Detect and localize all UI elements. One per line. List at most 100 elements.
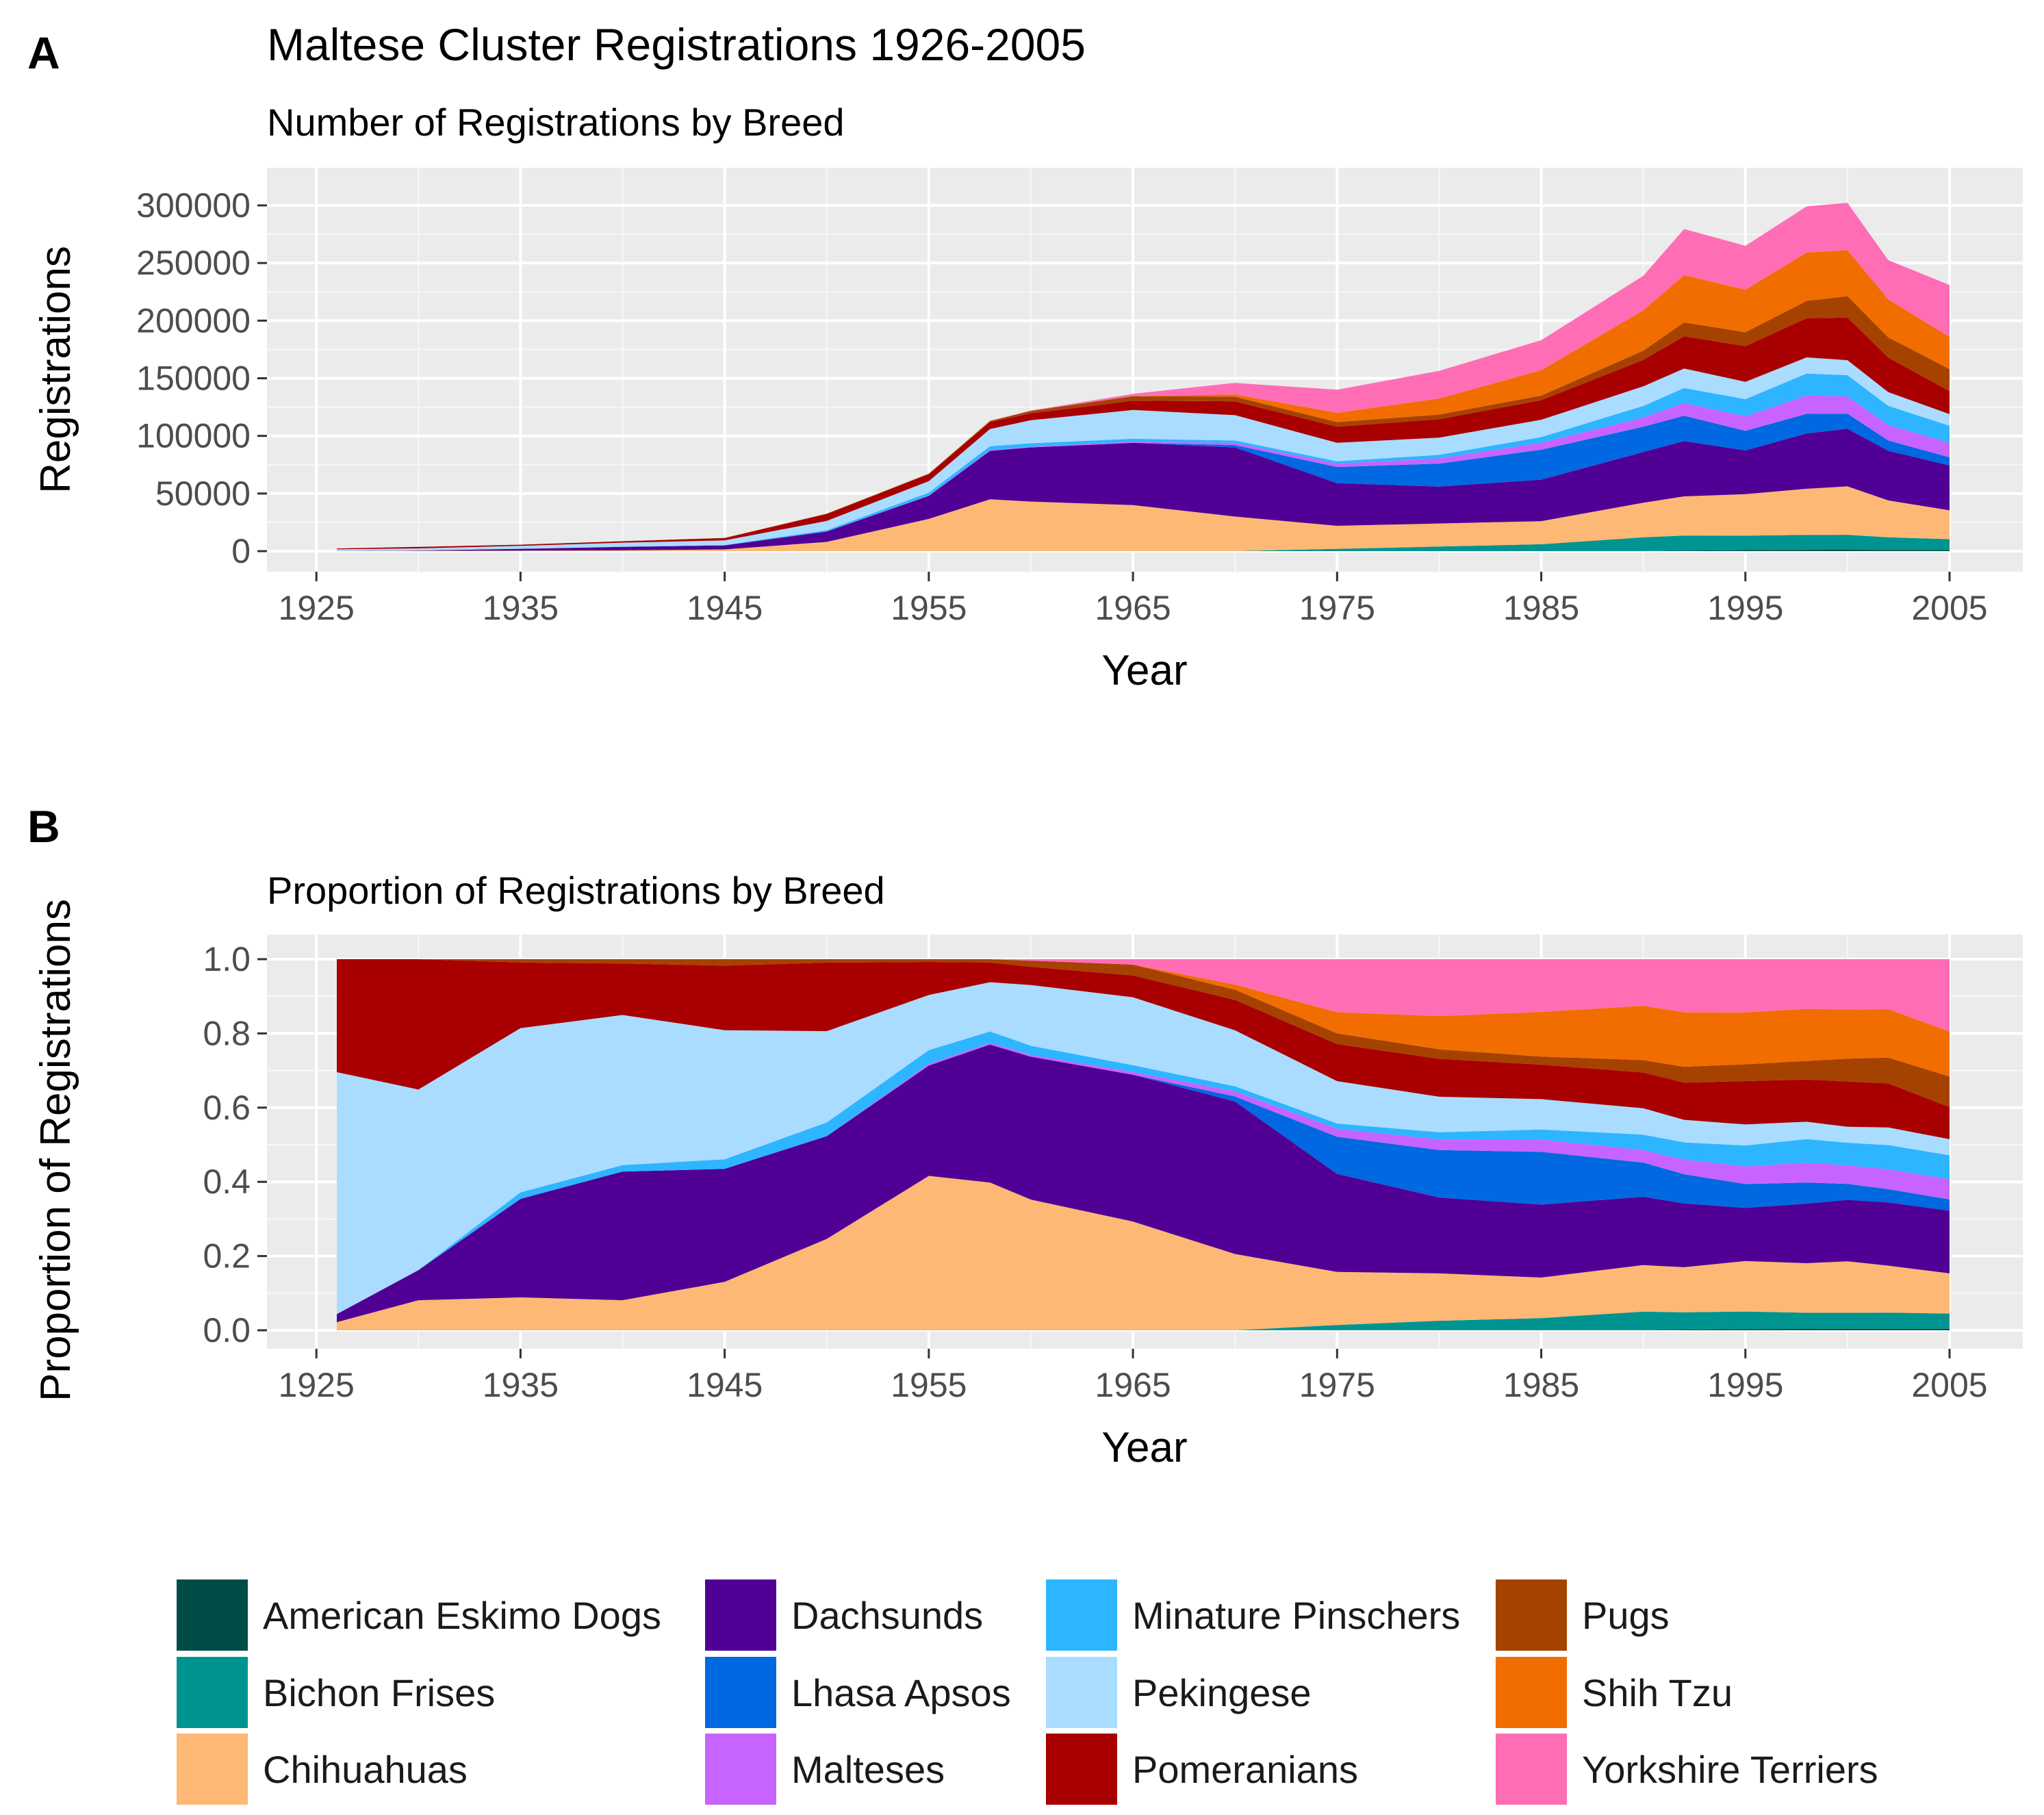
legend-item-minature-pinschers: Minature Pinschers xyxy=(1046,1579,1460,1651)
legend-label: Pomeranians xyxy=(1132,1748,1358,1791)
legend-item-chihuahuas: Chihuahuas xyxy=(177,1734,468,1805)
area-dachsunds xyxy=(337,429,1950,551)
area-lhasa-apsos xyxy=(337,414,1950,551)
x-tick-label: 2005 xyxy=(1911,589,1987,627)
area-chihuahuas xyxy=(337,486,1950,551)
x-tick-label: 1935 xyxy=(483,589,559,627)
x-tick-label: 1925 xyxy=(279,589,355,627)
legend-label: Chihuahuas xyxy=(263,1748,468,1791)
area-pugs xyxy=(337,296,1950,549)
legend-label: Lhasa Apsos xyxy=(791,1671,1011,1714)
y-tick-label: 0 xyxy=(231,532,251,570)
area-chihuahuas xyxy=(337,1176,1950,1330)
legend-swatch xyxy=(705,1579,776,1651)
plot-b-areas xyxy=(337,959,1950,1330)
y-tick-label: 150000 xyxy=(136,359,251,398)
y-tick-label: 250000 xyxy=(136,244,251,282)
panel-b-subtitle: Proportion of Registrations by Breed xyxy=(267,869,885,912)
plot-a-y-ticks: 0 50000 100000 150000 200000 250000 300000 xyxy=(136,186,267,570)
area-pekingese xyxy=(337,982,1950,1315)
y-tick-label: 0.4 xyxy=(203,1163,251,1201)
panel-b: B Proportion of Registrations by Breed 0… xyxy=(27,801,2023,1471)
y-tick-label: 100000 xyxy=(136,417,251,455)
y-tick-label: 0.2 xyxy=(203,1237,251,1275)
y-tick-label: 0.6 xyxy=(203,1089,251,1127)
legend-label: Yorkshire Terriers xyxy=(1582,1748,1878,1791)
legend-item-pugs: Pugs xyxy=(1496,1579,1670,1651)
legend: American Eskimo Dogs Bichon Frises Chihuah… xyxy=(177,1579,1878,1805)
x-tick-label: 2005 xyxy=(1911,1366,1987,1404)
x-tick-label: 1955 xyxy=(891,589,967,627)
x-tick-label: 1995 xyxy=(1707,589,1783,627)
legend-item-pomeranians: Pomeranians xyxy=(1046,1734,1358,1805)
legend-item-yorkshire-terriers: Yorkshire Terriers xyxy=(1496,1734,1878,1805)
legend-label: Minature Pinschers xyxy=(1132,1594,1460,1637)
area-pekingese xyxy=(337,357,1950,551)
legend-label: Pugs xyxy=(1582,1594,1670,1637)
legend-swatch xyxy=(177,1657,248,1728)
area-yorkshire-terriers xyxy=(337,959,1950,1032)
legend-label: American Eskimo Dogs xyxy=(263,1594,661,1637)
x-tick-label: 1975 xyxy=(1299,589,1375,627)
x-tick-label: 1985 xyxy=(1503,1366,1579,1404)
panel-a-letter: A xyxy=(27,27,60,78)
y-tick-label: 0.0 xyxy=(203,1311,251,1349)
panel-a-subtitle: Number of Registrations by Breed xyxy=(267,101,845,144)
legend-label: Dachsunds xyxy=(791,1594,983,1637)
area-pomeranians xyxy=(337,317,1950,550)
legend-item-shih-tzu: Shih Tzu xyxy=(1496,1657,1733,1728)
plot-a-x-ticks: 1925 1935 1945 1955 1965 1975 1985 1995 2005 xyxy=(279,572,1988,627)
legend-swatch xyxy=(1496,1734,1567,1805)
plot-a-areas xyxy=(337,203,1950,551)
area-bichon-frises xyxy=(337,1311,1950,1330)
x-tick-label: 1935 xyxy=(483,1366,559,1404)
legend-swatch xyxy=(1046,1579,1117,1651)
legend-item-pekingese: Pekingese xyxy=(1046,1657,1312,1728)
x-tick-label: 1925 xyxy=(279,1366,355,1404)
area-shih-tzu xyxy=(337,959,1950,1077)
area-shih-tzu xyxy=(337,250,1950,549)
panel-b-x-axis-title: Year xyxy=(1101,1424,1187,1471)
main-title: Maltese Cluster Registrations 1926-2005 xyxy=(267,19,1086,70)
legend-item-lhasa-apsos: Lhasa Apsos xyxy=(705,1657,1011,1728)
y-tick-label: 50000 xyxy=(155,474,251,513)
y-tick-label: 0.8 xyxy=(203,1014,251,1052)
legend-item-dachsunds: Dachsunds xyxy=(705,1579,983,1651)
area-american-eskimo-dogs xyxy=(337,1328,1950,1330)
panel-b-letter: B xyxy=(27,801,60,852)
y-tick-label: 1.0 xyxy=(203,940,251,978)
x-tick-label: 1955 xyxy=(891,1366,967,1404)
panel-a-x-axis-title: Year xyxy=(1101,647,1187,694)
plot-b-y-ticks: 0.0 0.2 0.4 0.6 0.8 1.0 xyxy=(203,940,267,1349)
legend-label: Shih Tzu xyxy=(1582,1671,1733,1714)
panel-a-y-axis-title: Registrations xyxy=(32,246,79,494)
area-malteses xyxy=(337,395,1950,551)
y-tick-label: 200000 xyxy=(136,301,251,340)
legend-item-bichon-frises: Bichon Frises xyxy=(177,1657,495,1728)
area-bichon-frises xyxy=(337,535,1950,551)
area-yorkshire-terriers xyxy=(337,203,1950,549)
legend-swatch xyxy=(705,1734,776,1805)
x-tick-label: 1965 xyxy=(1095,589,1171,627)
legend-swatch xyxy=(177,1579,248,1651)
y-tick-label: 300000 xyxy=(136,186,251,225)
panel-b-y-axis-title: Proportion of Registrations xyxy=(32,899,79,1401)
legend-label: Bichon Frises xyxy=(263,1671,495,1714)
x-tick-label: 1945 xyxy=(687,589,763,627)
x-tick-label: 1985 xyxy=(1503,589,1579,627)
panel-a: A Maltese Cluster Registrations 1926-200… xyxy=(27,19,2023,694)
x-tick-label: 1965 xyxy=(1095,1366,1171,1404)
area-pomeranians xyxy=(337,959,1950,1139)
x-tick-label: 1975 xyxy=(1299,1366,1375,1404)
x-tick-label: 1945 xyxy=(687,1366,763,1404)
legend-swatch xyxy=(705,1657,776,1728)
legend-label: Pekingese xyxy=(1132,1671,1312,1714)
x-tick-label: 1995 xyxy=(1707,1366,1783,1404)
legend-swatch xyxy=(1046,1657,1117,1728)
legend-label: Malteses xyxy=(791,1748,945,1791)
legend-swatch xyxy=(1496,1579,1567,1651)
area-dachsunds xyxy=(337,1044,1950,1323)
legend-swatch xyxy=(177,1734,248,1805)
area-minature-pinschers xyxy=(337,373,1950,551)
